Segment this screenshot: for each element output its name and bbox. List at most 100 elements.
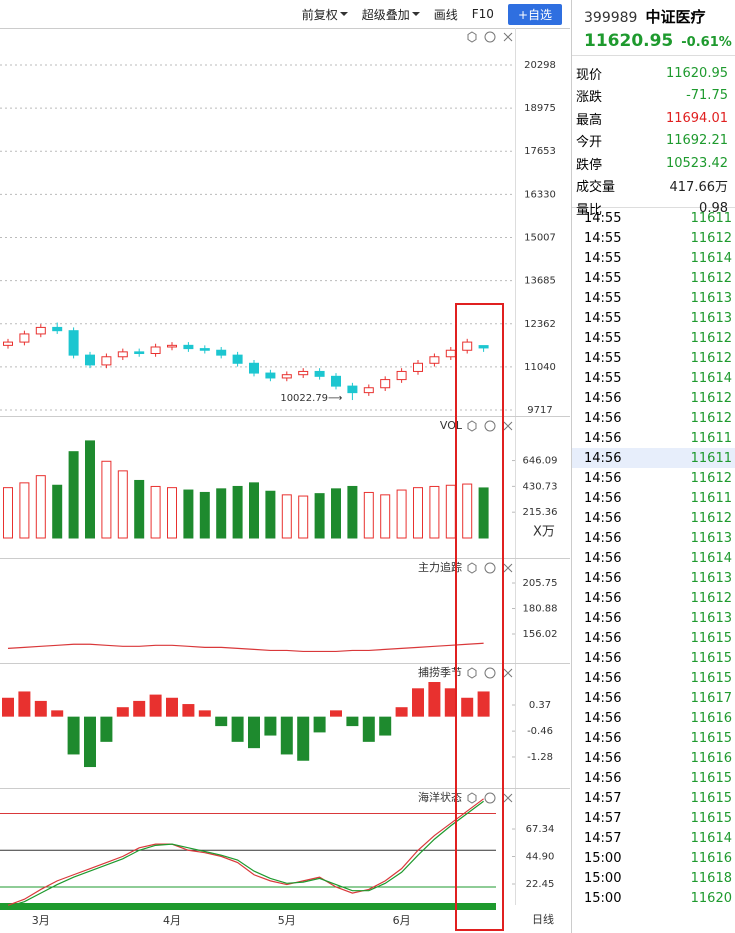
trade-time: 14:56 [584, 670, 622, 686]
y-tick-label: 215.36 [523, 507, 558, 518]
volume-bar [445, 484, 456, 539]
trade-time: 14:55 [584, 270, 622, 286]
y-tick-label: 17653 [524, 146, 556, 157]
volume-bar [380, 494, 391, 539]
trade-price: 11612 [690, 330, 732, 346]
trade-time: 14:56 [584, 550, 622, 566]
close-icon [503, 793, 513, 803]
code: 399989 [584, 10, 638, 26]
histogram-bar [379, 716, 392, 736]
volume-bar [298, 495, 309, 539]
toolbar-item[interactable]: 超级叠加 [362, 6, 420, 23]
trade-price: 11612 [690, 470, 732, 486]
help-icon [484, 420, 496, 432]
help-icon [484, 562, 496, 574]
candle-body [232, 354, 243, 364]
trade-time: 14:55 [584, 350, 622, 366]
y-tick-label: 67.34 [526, 824, 555, 835]
stat-value: 417.66万 [669, 180, 729, 196]
trade-time: 14:56 [584, 450, 622, 466]
trade-price: 11616 [690, 850, 732, 866]
pane-icons [467, 562, 513, 574]
volume-bar [396, 489, 407, 539]
histogram-bar [248, 716, 260, 749]
candle-body [19, 333, 30, 343]
histogram-bar [231, 716, 244, 742]
quote-header: 399989 中证医疗 11620.95 -0.61% [572, 0, 735, 56]
low-label: 10022.79⟶ [280, 393, 342, 404]
volume-bar [331, 488, 341, 539]
candle-body [396, 370, 407, 381]
trade-time: 14:56 [584, 630, 622, 646]
histogram-bar [84, 716, 96, 768]
stat-value: 11692.21 [665, 133, 728, 149]
indicator-line [7, 642, 484, 653]
trades: 14:55 11611 14:55 11612 14:55 11614 14:55 11612… [572, 208, 735, 908]
volume-bar [199, 491, 210, 539]
y-tick-label: 205.75 [523, 578, 558, 589]
trade-price: 11612 [690, 390, 732, 406]
volume-bar [52, 484, 63, 539]
trade-time: 14:56 [584, 770, 622, 786]
trade-row: 14:56 11615 [572, 728, 735, 748]
trade-row: 14:56 11611 [572, 448, 735, 468]
histogram-bar [34, 700, 47, 717]
trade-price: 11612 [690, 350, 732, 366]
volume-bar [167, 487, 177, 539]
y-tick-label: 44.90 [526, 852, 555, 863]
trade-row: 14:57 11614 [572, 828, 735, 848]
volume-bar [249, 482, 259, 539]
toolbar-item[interactable]: F10 [471, 7, 494, 21]
stat-label: 跌停 [576, 157, 603, 173]
y-tick-label: 12362 [524, 319, 556, 330]
y-tick-label: 18975 [524, 103, 556, 114]
trade-time: 14:57 [584, 810, 622, 826]
stat-label: 最高 [576, 112, 603, 128]
trade-time: 14:56 [584, 750, 622, 766]
toolbar-item[interactable]: 前复权 [302, 6, 348, 23]
histogram-bar [412, 688, 424, 717]
watch-button[interactable]: +自选 [507, 3, 562, 25]
volume-bar [314, 493, 325, 539]
trade-price: 11615 [690, 630, 732, 646]
histogram-bar [182, 704, 195, 717]
candle-body [347, 385, 358, 394]
trade-price: 11611 [690, 490, 732, 506]
stat-row: 跌停 10523.42 [572, 152, 735, 175]
close-icon [503, 32, 513, 42]
trade-price: 11615 [690, 790, 732, 806]
trade-price: 11612 [690, 590, 732, 606]
volume-bar [232, 485, 243, 539]
volume-bar [117, 470, 128, 539]
histogram-bar [100, 716, 113, 742]
trade-time: 14:55 [584, 250, 622, 266]
trade-time: 15:00 [584, 890, 622, 906]
trade-row: 14:56 11615 [572, 768, 735, 788]
candle-body [68, 330, 79, 356]
trade-row: 14:56 11611 [572, 428, 735, 448]
trade-price: 11615 [690, 670, 732, 686]
volume-bar [101, 460, 112, 539]
volume-bar [216, 488, 227, 539]
x-tick-label: 4月 [163, 914, 181, 927]
close-icon [503, 563, 513, 573]
name: 中证医疗 [645, 8, 706, 26]
stat-value: 10523.42 [665, 155, 728, 171]
settings-icon [467, 792, 477, 804]
trade-time: 14:56 [584, 530, 622, 546]
unit-label: X万 [533, 525, 555, 540]
trade-time: 14:55 [584, 230, 622, 246]
candle-body [265, 372, 276, 379]
trade-time: 14:56 [584, 610, 622, 626]
candle-body [281, 374, 292, 379]
trade-row: 14:56 11613 [572, 568, 735, 588]
trade-time: 14:55 [584, 310, 622, 326]
histogram-bar [346, 716, 359, 727]
trade-time: 14:56 [584, 510, 622, 526]
candle-body [380, 379, 391, 389]
settings-icon [467, 420, 477, 432]
trade-price: 11612 [690, 510, 732, 526]
indicator-line [7, 798, 484, 906]
toolbar-item[interactable]: 画线 [433, 7, 458, 22]
trade-time: 15:00 [584, 850, 622, 866]
